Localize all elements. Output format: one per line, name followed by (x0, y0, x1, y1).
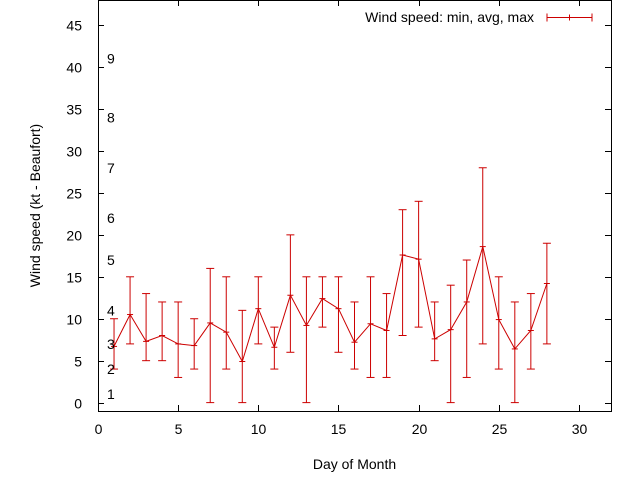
x-tick-label: 10 (251, 421, 267, 437)
y-tick-label: 30 (66, 144, 82, 160)
beaufort-label: 4 (107, 302, 115, 318)
x-tick-label: 5 (175, 421, 183, 437)
avg-line (113, 246, 548, 363)
y-tick-label: 0 (74, 396, 82, 412)
beaufort-label: 3 (107, 336, 115, 352)
y-tick-label: 25 (66, 186, 82, 202)
x-axis-label: Day of Month (313, 456, 396, 472)
beaufort-labels: 1 2 3 4 5 6 7 8 9 (107, 51, 115, 403)
y-tick-label: 40 (66, 60, 82, 76)
x-tick-label: 30 (572, 421, 588, 437)
y-tick-label: 5 (74, 354, 82, 370)
beaufort-label: 5 (107, 252, 115, 268)
beaufort-label: 9 (107, 51, 115, 67)
y-tick-label: 35 (66, 102, 82, 118)
x-tick-label: 25 (492, 421, 508, 437)
beaufort-label: 6 (107, 210, 115, 226)
beaufort-label: 1 (107, 386, 115, 402)
x-tick-label: 20 (412, 421, 428, 437)
x-tick-label: 0 (95, 421, 103, 437)
legend: Wind speed: min, avg, max (365, 9, 593, 25)
y-axis-label: Wind speed (kt - Beaufort) (27, 124, 43, 287)
x-tick-label: 15 (331, 421, 347, 437)
beaufort-label: 7 (107, 160, 115, 176)
y-tick-label: 15 (66, 270, 82, 286)
beaufort-label: 2 (107, 361, 115, 377)
legend-label: Wind speed: min, avg, max (365, 9, 534, 25)
beaufort-label: 8 (107, 109, 115, 125)
plot-frame (98, 0, 612, 412)
y-tick-label: 10 (66, 312, 82, 328)
y-tick-label: 45 (66, 18, 82, 34)
plot-marks (110, 167, 551, 404)
y-tick-label: 20 (66, 228, 82, 244)
